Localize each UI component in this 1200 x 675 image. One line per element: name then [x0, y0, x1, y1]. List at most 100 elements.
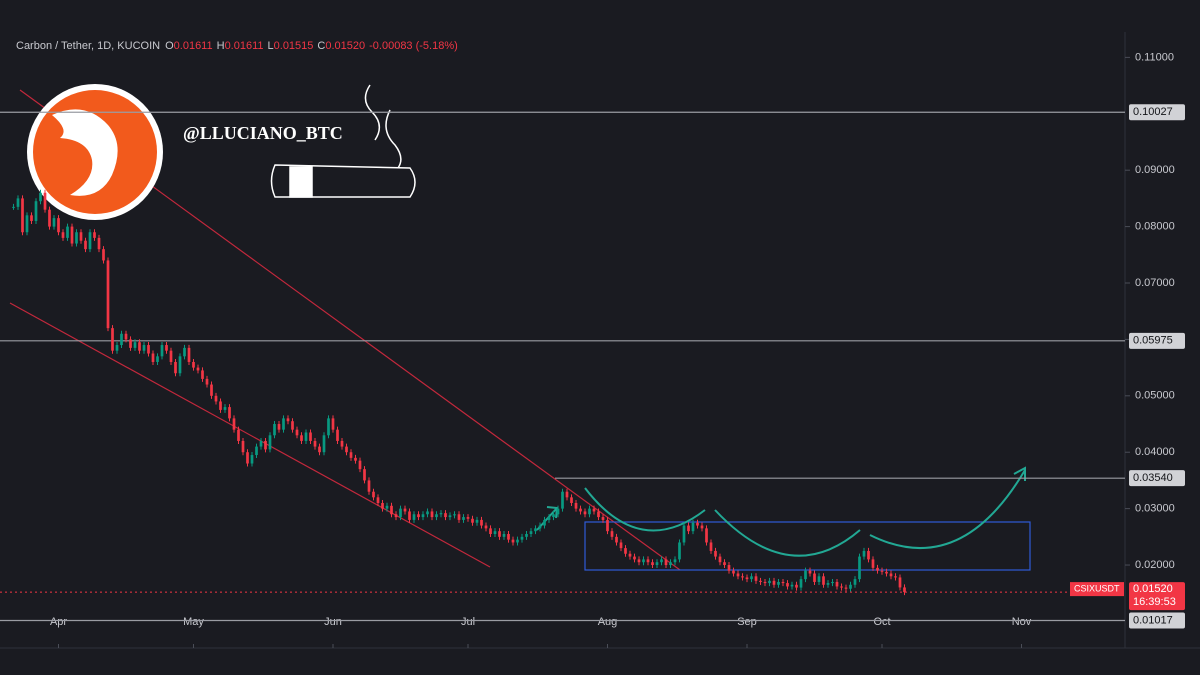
candle-body	[201, 370, 204, 379]
candle-body	[417, 514, 420, 518]
candle-body	[70, 226, 74, 244]
candle-body	[358, 460, 362, 470]
candle-body	[367, 480, 371, 492]
candle-body	[727, 565, 731, 571]
candle-body	[39, 192, 42, 202]
candle-body	[286, 418, 290, 422]
candle-body	[624, 548, 627, 554]
candle-body	[318, 446, 321, 453]
candle-body	[705, 528, 708, 543]
candle-body	[813, 573, 816, 582]
candle-body	[696, 522, 699, 526]
candle-body	[615, 536, 618, 543]
candle-body	[885, 571, 888, 574]
x-tick-label: Sep	[737, 616, 757, 628]
candle-body	[534, 528, 537, 532]
candle-body	[111, 328, 114, 351]
level-label: 0.10027	[1133, 106, 1173, 118]
candle-body	[309, 432, 312, 441]
candle-body	[426, 511, 429, 515]
candle-body	[453, 514, 456, 516]
candle-body	[489, 528, 492, 535]
candle-body	[565, 491, 569, 498]
x-tick-label: Nov	[1012, 616, 1032, 628]
candle-body	[795, 584, 798, 588]
symbol-label: CSIXUSDT	[1074, 583, 1120, 593]
candle-body	[52, 218, 56, 227]
candle-body	[786, 583, 789, 587]
candle-body	[277, 424, 281, 430]
candle-body	[817, 576, 821, 582]
candle-body	[750, 576, 753, 580]
candle-body	[804, 570, 807, 580]
candle-body	[876, 567, 879, 571]
candle-body	[43, 192, 47, 210]
candle-body	[412, 514, 416, 520]
candle-body	[741, 576, 744, 578]
candle-body	[363, 469, 366, 481]
candle-body	[493, 531, 497, 535]
candle-body	[858, 556, 861, 580]
candle-body	[588, 508, 591, 515]
candle-body	[160, 345, 164, 357]
candle-body	[399, 508, 402, 518]
candle-body	[21, 198, 24, 233]
candle-body	[313, 440, 317, 447]
candle-body	[772, 580, 776, 585]
candle-body	[754, 576, 758, 581]
candle-body	[444, 513, 447, 518]
ohlc-value: 0.01515	[274, 40, 314, 52]
candle-body	[196, 367, 200, 371]
plot: 0.020000.030000.040000.050000.060000.070…	[0, 51, 1185, 648]
candle-body	[232, 418, 236, 430]
candle-body	[520, 536, 524, 540]
candle-body	[300, 435, 303, 441]
candle-body	[16, 198, 20, 207]
candle-body	[93, 232, 96, 238]
candle-body	[781, 581, 785, 584]
candle-body	[664, 559, 668, 566]
cigar	[270, 84, 416, 198]
candle-body	[637, 559, 641, 563]
x-tick-label: Apr	[50, 616, 67, 628]
watermark: @LLUCIANO_BTC	[183, 123, 343, 143]
candle-body	[498, 531, 501, 537]
y-tick-label: 0.02000	[1135, 559, 1175, 571]
candle-body	[372, 491, 375, 498]
level-label: 0.05975	[1133, 335, 1173, 347]
level-label: 0.03540	[1133, 472, 1173, 484]
candle-body	[547, 517, 551, 520]
candle-body	[354, 457, 357, 461]
candle-body	[543, 519, 546, 526]
candle-body	[255, 446, 258, 456]
candle-body	[655, 562, 659, 566]
y-tick-label: 0.08000	[1135, 221, 1175, 233]
level-label-bg	[1129, 470, 1185, 487]
candle-body	[273, 424, 276, 436]
candle-body	[192, 361, 195, 368]
y-tick-label: 0.09000	[1135, 164, 1175, 176]
x-tick-label: Jul	[461, 616, 475, 628]
candle-body	[187, 347, 191, 362]
candle-body	[471, 518, 474, 523]
candle-body	[525, 534, 528, 537]
candle-body	[57, 218, 60, 233]
candle-body	[295, 429, 299, 436]
x-tick-label: Jun	[324, 616, 342, 628]
candle-body	[592, 508, 596, 512]
candle-body	[835, 581, 839, 587]
level-label-bg	[1129, 332, 1185, 349]
candle-body	[579, 508, 582, 512]
candle-body	[475, 519, 479, 523]
ohlc-letter: O	[165, 40, 174, 52]
candle-body	[214, 395, 218, 402]
candle-body	[597, 511, 600, 518]
pattern-drawings	[536, 466, 1026, 557]
candle-body	[466, 517, 470, 519]
candle-body	[349, 452, 353, 458]
candle-body	[241, 440, 245, 453]
x-tick-label: Aug	[598, 616, 618, 628]
candle-body	[147, 345, 150, 354]
candle-body	[61, 232, 65, 238]
